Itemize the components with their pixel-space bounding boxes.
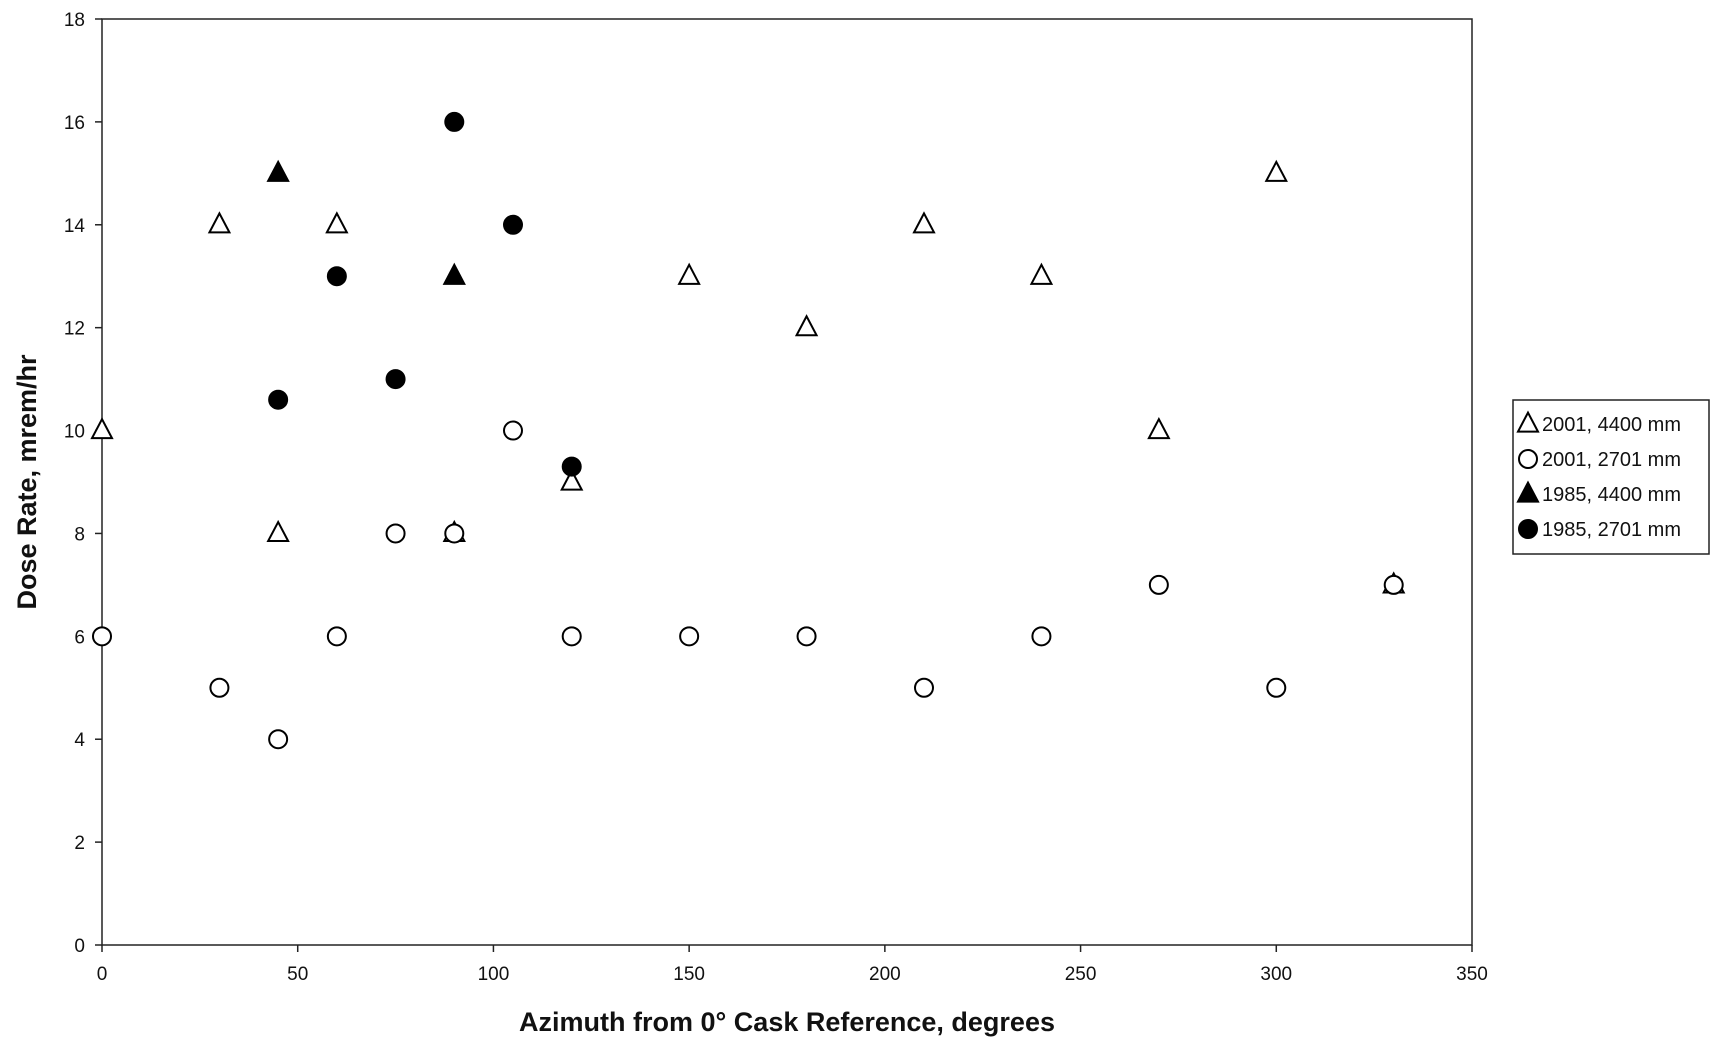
filled-circle-data-point (268, 389, 289, 410)
open-circle-data-point (1266, 677, 1287, 698)
open-circle-data-point (268, 729, 289, 750)
y-tick-label: 8 (74, 524, 85, 545)
y-tick-label: 10 (64, 422, 85, 443)
open-triangle-data-point (90, 417, 114, 440)
legend-filled-circle-icon (1518, 519, 1538, 539)
legend-box (1512, 399, 1710, 555)
open-circle-data-point (503, 420, 523, 441)
x-tick-label: 350 (1456, 964, 1488, 985)
data-points (90, 111, 1406, 750)
y-tick-label: 18 (64, 10, 85, 31)
y-tick-label: 2 (74, 833, 85, 854)
legend-entry-label: 2001, 4400 mm (1542, 414, 1681, 436)
filled-triangle-data-point (266, 159, 290, 182)
open-triangle-data-point (1029, 262, 1054, 285)
open-circle-data-point (679, 626, 700, 647)
x-tick-label: 150 (673, 964, 705, 985)
open-triangle-data-point (325, 211, 349, 234)
legend: 2001, 4400 mm 2001, 2701 mm 1985, 4400 mm 1… (1512, 399, 1710, 555)
open-triangle-data-point (677, 262, 701, 285)
filled-circle-data-point (326, 266, 347, 287)
filled-circle-data-point (444, 111, 465, 132)
open-triangle-data-point (1264, 159, 1288, 182)
plot-area (101, 18, 1473, 946)
open-triangle-data-point (794, 314, 819, 337)
legend-filled-triangle-icon (1516, 480, 1540, 503)
legend-open-triangle-icon (1516, 410, 1540, 433)
plot-frame (101, 18, 1473, 946)
x-axis-ticks: 0 50 100 150 200 250 300 350 (97, 945, 1488, 985)
y-tick-label: 12 (64, 319, 85, 340)
open-circle-data-point (326, 626, 347, 647)
open-circle-data-point (444, 523, 465, 544)
x-axis-title: Azimuth from 0° Cask Reference, degrees (519, 1007, 1055, 1037)
open-triangle-data-point (1147, 417, 1171, 440)
open-circle-data-point (796, 626, 817, 647)
legend-entry-label: 1985, 2701 mm (1542, 519, 1681, 541)
open-triangle-data-point (266, 519, 290, 543)
open-circle-data-point (1148, 574, 1169, 595)
x-tick-label: 0 (97, 964, 108, 985)
y-tick-label: 16 (64, 113, 85, 134)
y-tick-label: 4 (74, 730, 85, 751)
open-circle-data-point (92, 626, 112, 647)
open-circle-data-point (1031, 626, 1052, 647)
x-tick-label: 100 (478, 964, 510, 985)
open-triangle-data-point (560, 468, 584, 491)
open-circle-data-point (561, 626, 582, 647)
y-axis-ticks: 0 2 4 6 8 10 12 14 16 18 (64, 10, 102, 957)
open-circle-data-point (385, 523, 406, 544)
legend-open-circle-icon (1518, 449, 1538, 469)
open-circle-data-point (914, 677, 934, 698)
x-tick-label: 250 (1065, 964, 1097, 985)
open-triangle-data-point (912, 211, 936, 234)
open-circle-data-point (1383, 574, 1404, 595)
x-tick-label: 300 (1260, 964, 1292, 985)
open-circle-data-point (209, 677, 230, 698)
filled-circle-data-point (503, 214, 523, 235)
y-axis-title: Dose Rate, mrem/hr (12, 354, 42, 610)
y-tick-label: 14 (64, 216, 86, 237)
filled-circle-data-point (561, 456, 582, 477)
filled-triangle-data-point (442, 262, 466, 285)
y-tick-label: 6 (74, 627, 85, 648)
legend-entry-label: 2001, 2701 mm (1542, 449, 1681, 471)
legend-entry-label: 1985, 4400 mm (1542, 484, 1681, 506)
x-tick-label: 200 (869, 964, 901, 985)
open-triangle-data-point (207, 211, 232, 234)
y-tick-label: 0 (74, 936, 85, 957)
filled-circle-data-point (385, 369, 406, 390)
x-tick-label: 50 (287, 964, 308, 985)
